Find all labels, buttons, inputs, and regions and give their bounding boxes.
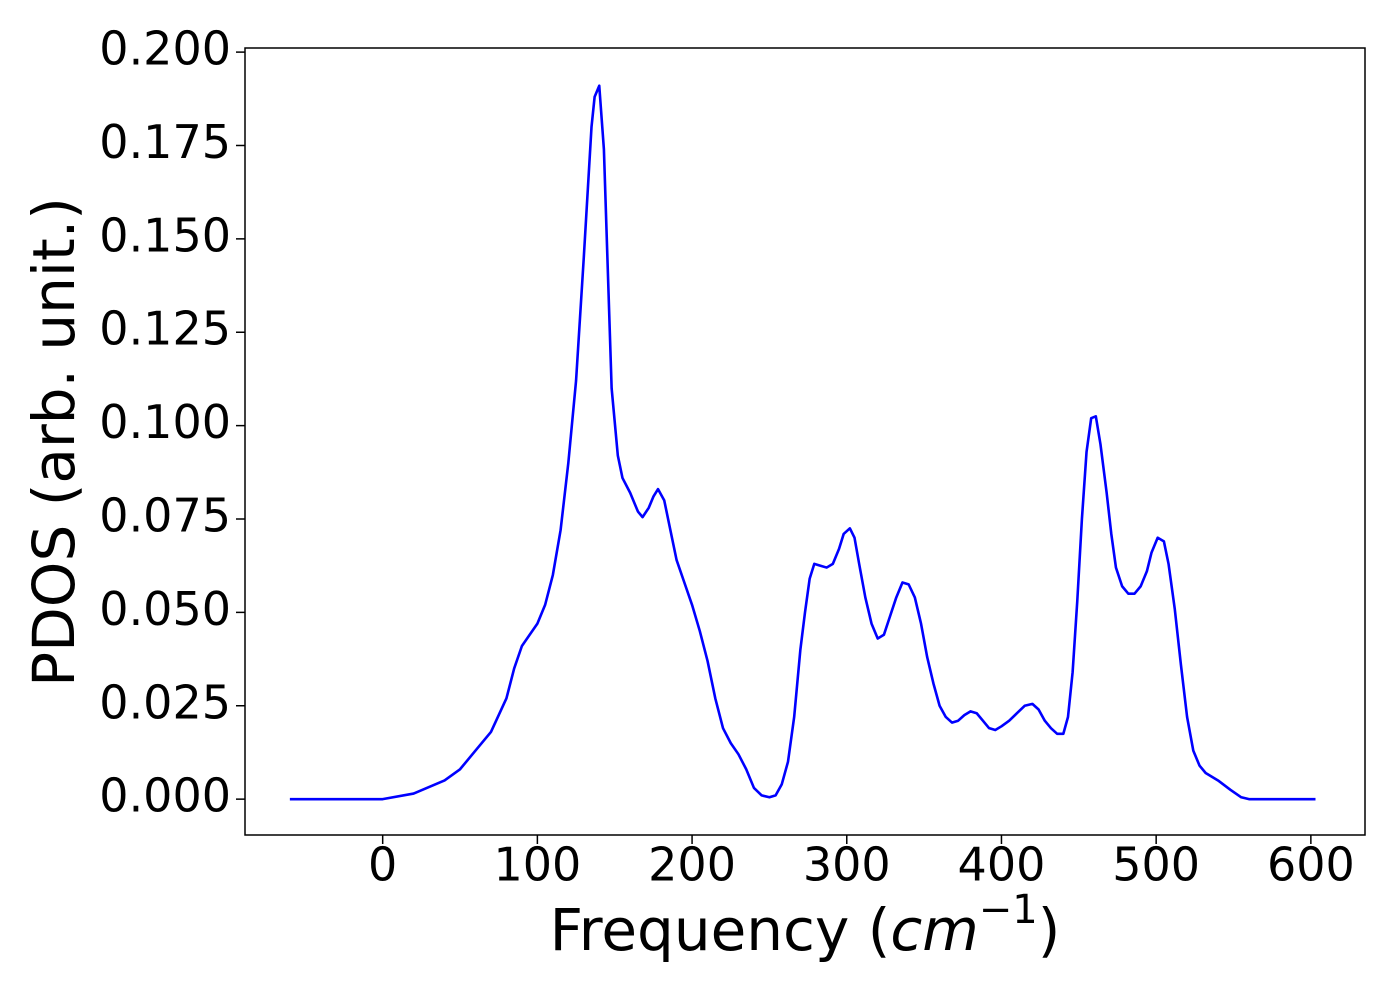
x-tick-label: 500 — [1112, 838, 1200, 892]
x-axis-label: Frequency (cm−1) — [550, 887, 1061, 964]
plot-frame — [244, 47, 1366, 836]
x-label-close: ) — [1038, 896, 1061, 964]
y-tick-label: 0.125 — [99, 302, 231, 356]
y-tick-label: 0.150 — [99, 208, 231, 262]
x-tick-label: 100 — [493, 838, 581, 892]
x-label-unit: cm — [890, 896, 978, 964]
x-tick-label: 300 — [803, 838, 891, 892]
y-tick-label: 0.000 — [99, 769, 231, 823]
y-tick-label: 0.025 — [99, 675, 231, 729]
x-tick-label: 200 — [648, 838, 736, 892]
y-tick-label: 0.050 — [99, 582, 231, 636]
y-tick-label: 0.075 — [99, 489, 231, 543]
data-line — [289, 84, 1316, 801]
x-tick-label: 600 — [1267, 838, 1355, 892]
y-tick-label: 0.175 — [99, 115, 231, 169]
x-tick-label: 400 — [958, 838, 1046, 892]
y-tick-label: 0.100 — [99, 395, 231, 449]
x-label-text: Frequency ( — [550, 896, 891, 964]
x-label-exponent: −1 — [979, 887, 1038, 933]
y-tick-label: 0.200 — [99, 22, 231, 76]
x-tick-label: 0 — [368, 838, 397, 892]
y-axis-label: PDOS (arb. unit.) — [20, 197, 88, 687]
